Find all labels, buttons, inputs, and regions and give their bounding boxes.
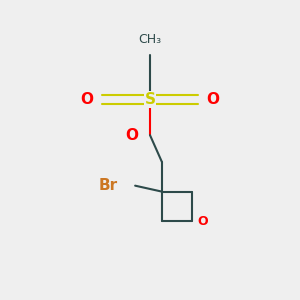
Text: CH₃: CH₃ xyxy=(138,33,162,46)
Text: O: O xyxy=(80,92,94,107)
Text: O: O xyxy=(198,215,208,228)
Text: O: O xyxy=(125,128,138,142)
Text: O: O xyxy=(206,92,220,107)
Text: Br: Br xyxy=(98,178,117,193)
Text: S: S xyxy=(145,92,155,107)
